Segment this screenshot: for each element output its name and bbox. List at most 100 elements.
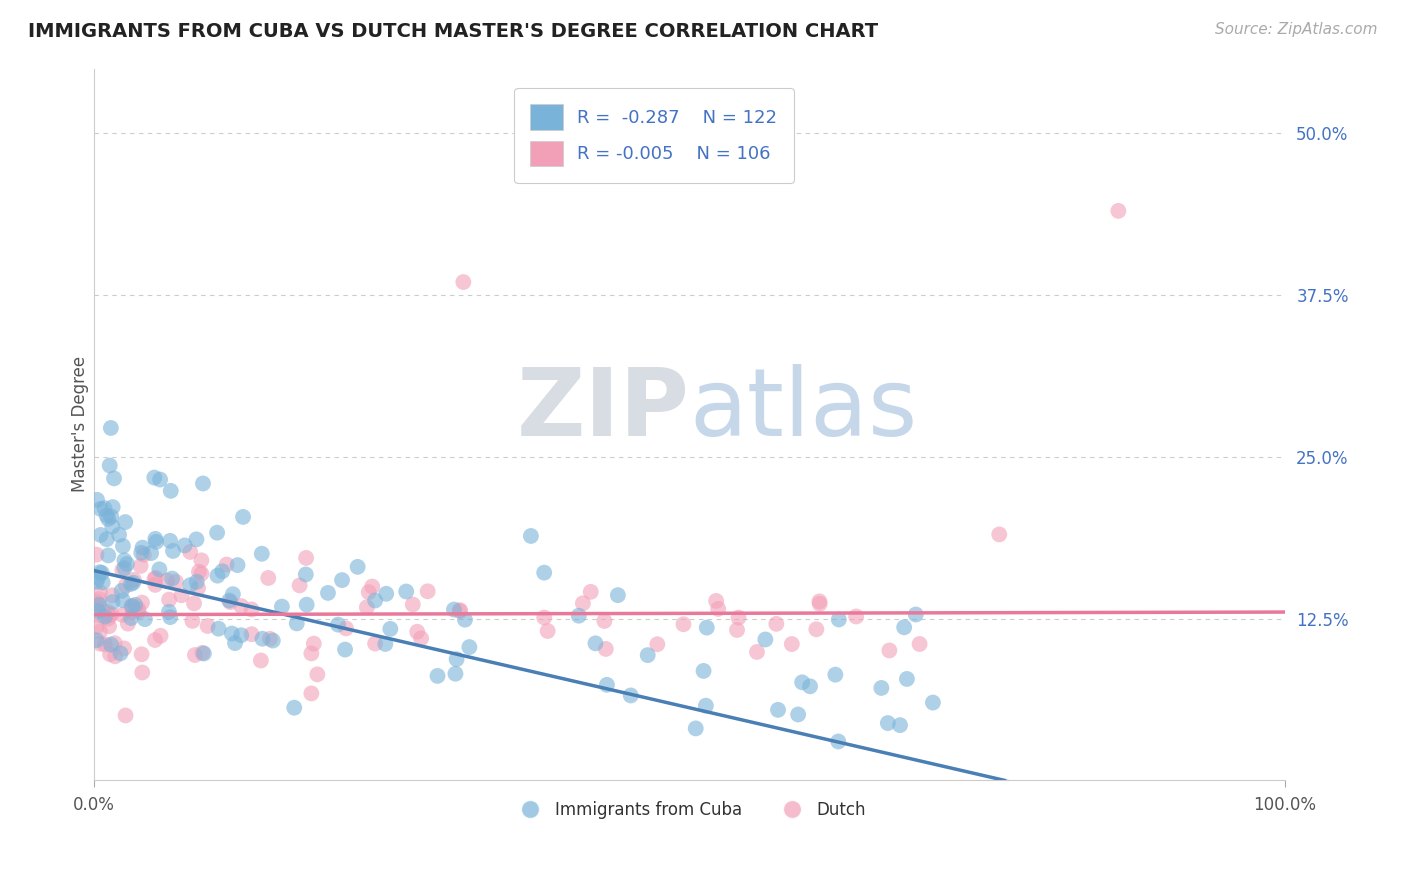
Dutch bbox=[988, 527, 1011, 541]
Immigrants from Cuba bbox=[828, 612, 851, 626]
Dutch bbox=[806, 622, 828, 636]
Dutch bbox=[780, 637, 803, 651]
Dutch bbox=[579, 584, 602, 599]
Immigrants from Cuba bbox=[148, 562, 170, 576]
Immigrants from Cuba bbox=[87, 598, 110, 612]
Dutch bbox=[595, 642, 617, 657]
Immigrants from Cuba bbox=[111, 539, 134, 553]
Dutch bbox=[765, 616, 787, 631]
Dutch bbox=[409, 632, 432, 646]
Immigrants from Cuba bbox=[520, 529, 543, 543]
Dutch bbox=[745, 645, 768, 659]
Immigrants from Cuba bbox=[444, 666, 467, 681]
Immigrants from Cuba bbox=[159, 610, 181, 624]
Dutch bbox=[402, 598, 425, 612]
Immigrants from Cuba bbox=[443, 602, 465, 616]
Immigrants from Cuba bbox=[87, 571, 110, 585]
Dutch bbox=[114, 579, 136, 593]
Immigrants from Cuba bbox=[870, 681, 893, 695]
Immigrants from Cuba bbox=[294, 567, 316, 582]
Dutch bbox=[86, 599, 108, 613]
Dutch bbox=[89, 585, 111, 599]
Dutch bbox=[179, 545, 201, 559]
Dutch bbox=[191, 646, 214, 660]
Dutch bbox=[127, 604, 149, 618]
Immigrants from Cuba bbox=[232, 510, 254, 524]
Dutch bbox=[299, 686, 322, 700]
Dutch bbox=[299, 647, 322, 661]
Text: atlas: atlas bbox=[689, 364, 918, 456]
Dutch bbox=[156, 574, 179, 588]
Immigrants from Cuba bbox=[270, 599, 292, 614]
Immigrants from Cuba bbox=[124, 598, 146, 612]
Dutch bbox=[104, 649, 127, 664]
Immigrants from Cuba bbox=[111, 583, 134, 598]
Dutch bbox=[87, 608, 110, 623]
Dutch bbox=[572, 596, 595, 610]
Immigrants from Cuba bbox=[824, 667, 846, 681]
Immigrants from Cuba bbox=[316, 586, 339, 600]
Immigrants from Cuba bbox=[231, 628, 253, 642]
Dutch bbox=[302, 637, 325, 651]
Immigrants from Cuba bbox=[179, 578, 201, 592]
Immigrants from Cuba bbox=[94, 609, 117, 624]
Immigrants from Cuba bbox=[191, 476, 214, 491]
Dutch bbox=[165, 574, 187, 589]
Dutch bbox=[104, 636, 127, 650]
Dutch bbox=[183, 596, 205, 610]
Immigrants from Cuba bbox=[129, 546, 152, 560]
Dutch bbox=[908, 637, 931, 651]
Immigrants from Cuba bbox=[364, 593, 387, 607]
Immigrants from Cuba bbox=[139, 546, 162, 560]
Dutch bbox=[357, 585, 380, 599]
Dutch bbox=[1107, 203, 1129, 218]
Dutch bbox=[259, 632, 281, 646]
Immigrants from Cuba bbox=[330, 573, 353, 587]
Immigrants from Cuba bbox=[193, 647, 215, 661]
Dutch bbox=[288, 578, 311, 592]
Immigrants from Cuba bbox=[207, 622, 229, 636]
Immigrants from Cuba bbox=[222, 587, 245, 601]
Immigrants from Cuba bbox=[100, 421, 122, 435]
Immigrants from Cuba bbox=[458, 640, 481, 654]
Dutch bbox=[100, 607, 122, 622]
Immigrants from Cuba bbox=[90, 566, 112, 580]
Dutch bbox=[101, 588, 124, 602]
Immigrants from Cuba bbox=[250, 547, 273, 561]
Immigrants from Cuba bbox=[799, 679, 821, 693]
Immigrants from Cuba bbox=[207, 568, 229, 582]
Dutch bbox=[143, 578, 166, 592]
Dutch bbox=[143, 572, 166, 586]
Immigrants from Cuba bbox=[96, 532, 118, 546]
Dutch bbox=[112, 641, 135, 656]
Immigrants from Cuba bbox=[426, 669, 449, 683]
Immigrants from Cuba bbox=[145, 534, 167, 549]
Dutch bbox=[704, 594, 727, 608]
Dutch bbox=[416, 584, 439, 599]
Immigrants from Cuba bbox=[97, 512, 120, 526]
Immigrants from Cuba bbox=[205, 525, 228, 540]
Dutch bbox=[845, 609, 868, 624]
Dutch bbox=[361, 580, 384, 594]
Dutch bbox=[131, 596, 153, 610]
Dutch bbox=[453, 275, 475, 289]
Immigrants from Cuba bbox=[889, 718, 911, 732]
Immigrants from Cuba bbox=[160, 572, 183, 586]
Immigrants from Cuba bbox=[89, 565, 111, 579]
Immigrants from Cuba bbox=[754, 632, 776, 647]
Immigrants from Cuba bbox=[346, 559, 368, 574]
Immigrants from Cuba bbox=[114, 515, 136, 529]
Dutch bbox=[406, 624, 429, 639]
Immigrants from Cuba bbox=[108, 527, 131, 541]
Dutch bbox=[86, 548, 108, 562]
Immigrants from Cuba bbox=[90, 528, 112, 542]
Immigrants from Cuba bbox=[252, 632, 274, 646]
Dutch bbox=[187, 581, 209, 595]
Dutch bbox=[86, 600, 108, 615]
Immigrants from Cuba bbox=[120, 577, 142, 591]
Dutch bbox=[124, 601, 146, 615]
Immigrants from Cuba bbox=[333, 642, 356, 657]
Dutch bbox=[89, 624, 111, 639]
Immigrants from Cuba bbox=[101, 519, 124, 533]
Immigrants from Cuba bbox=[98, 458, 121, 473]
